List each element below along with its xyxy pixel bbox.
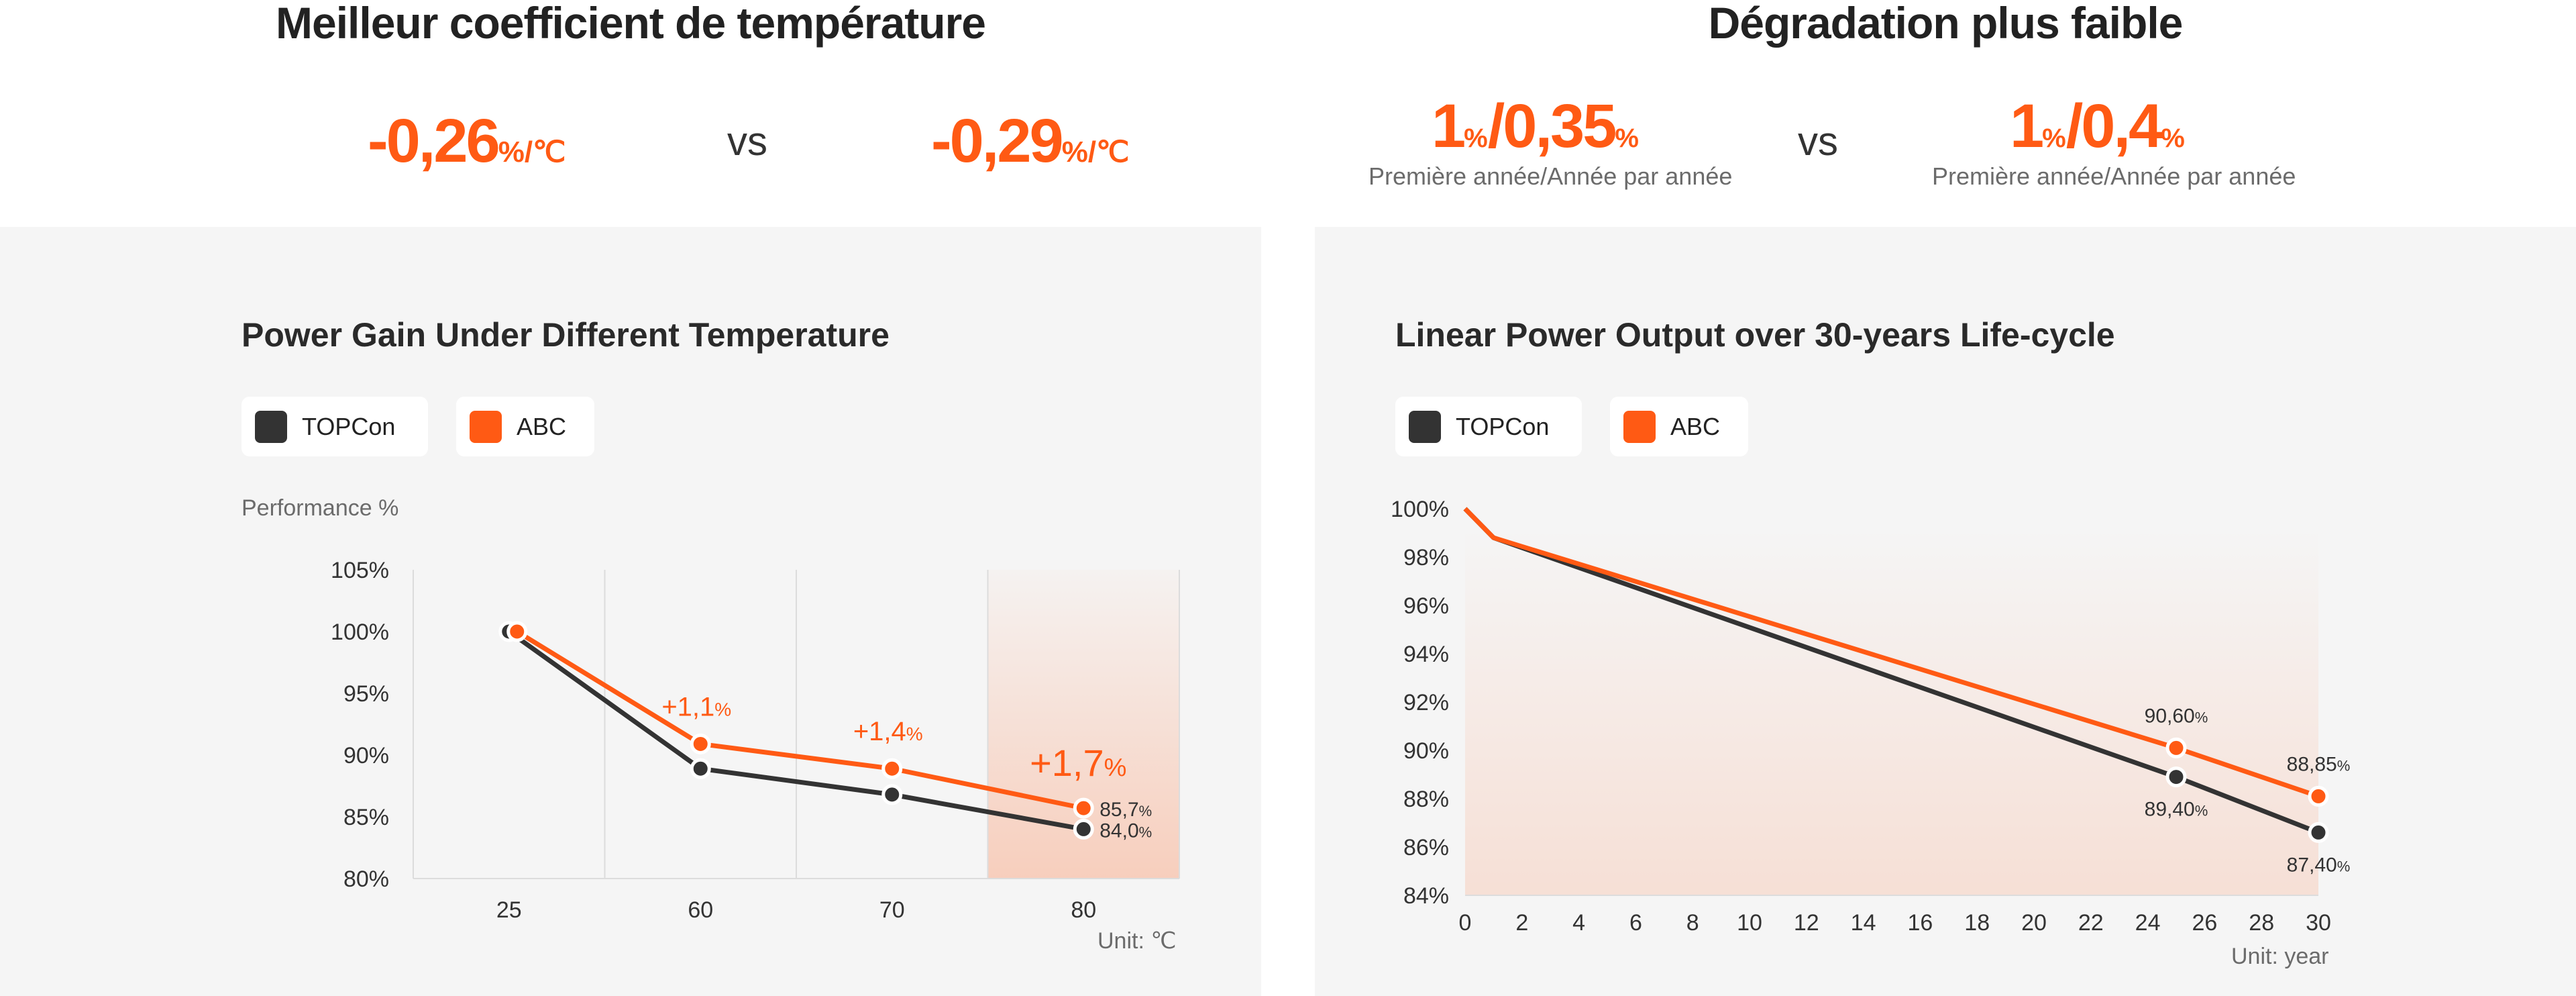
x-tick-label: 60 [688,897,713,923]
y-tick-label: 96% [1403,593,1449,619]
plot-gradient [1465,529,2318,895]
y-tick-label: 88% [1403,787,1449,812]
x-tick-label: 24 [2135,910,2161,936]
abc-end-label: 85,7% [1099,799,1152,821]
topcon-point [1073,818,1094,840]
x-tick-label: 2 [1515,910,1528,936]
y-tick-label: 90% [343,743,389,768]
legend-abc: ABC [456,397,594,456]
degradation-heading: Dégradation plus faible [1708,0,2184,48]
degradation-section: Dégradation plus faible 1%/0,35% Premièr… [1315,0,2576,996]
y-tick-label: 105% [331,558,389,583]
x-tick-label: 22 [2078,910,2104,936]
y-tick-label: 100% [331,619,389,645]
topcon-point [2165,766,2187,788]
legend-topcon-label: TOPCon [302,412,396,440]
x-tick-label: 25 [496,897,522,923]
abc-swatch [470,410,502,443]
topcon-series-line [507,630,1084,832]
x-tick-label: 28 [2249,910,2274,936]
y-tick-label: 94% [1403,642,1449,667]
y-tick-label: 80% [343,866,389,892]
topcon-end-label: 84,0% [1099,819,1152,842]
chart1-ylabel: Performance % [241,495,399,521]
y-tick-label: 85% [343,805,389,830]
chart2-unit: Unit: year [2231,944,2329,969]
topcon-temp-coefficient: -0,29%/℃ [931,107,1130,175]
degradation-vs: vs [1798,119,1838,164]
temperature-section: Meilleur coefficient de température -0,2… [0,0,1261,996]
x-tick-label: 14 [1851,910,1876,936]
abc-series-line [1463,507,2320,799]
topcon-point [881,784,903,805]
temperature-header: Meilleur coefficient de température -0,2… [0,0,1261,227]
abc-point [2308,785,2329,807]
abc-point-label: 88,85% [2287,753,2351,775]
y-tick-label: 92% [1403,690,1449,715]
y-tick-label: 95% [343,681,389,707]
x-tick-label: 20 [2021,910,2047,936]
chart1-unit: Unit: ℃ [1097,928,1177,954]
x-tick-label: 18 [1964,910,1990,936]
temperature-vs: vs [727,119,767,164]
legend-abc-2: ABC [1610,397,1748,456]
y-tick-label: 86% [1403,835,1449,860]
abc-series-line [515,630,1084,811]
topcon-point-label: 87,40% [2287,854,2351,876]
legend-topcon: TOPCon [241,397,428,456]
abc-point [1073,797,1094,819]
x-tick-label: 10 [1737,910,1762,936]
y-tick-label: 90% [1403,738,1449,764]
legend-topcon-label-2: TOPCon [1456,412,1550,440]
temperature-heading: Meilleur coefficient de température [276,0,986,48]
abc-degradation-value: 1%/0,35% [1432,92,1639,160]
topcon-point-label: 89,40% [2145,799,2208,821]
chart2-title: Linear Power Output over 30-years Life-c… [1395,316,2115,354]
x-tick-label: 0 [1459,910,1472,936]
y-tick-label: 84% [1403,883,1449,909]
abc-point [506,621,528,642]
x-tick-label: 6 [1629,910,1642,936]
x-tick-label: 70 [879,897,905,923]
topcon-degradation-sub: Première année/Année par année [1932,162,2296,190]
temperature-chart: 80% 85% 90% 95% 100% 105% 25 60 70 80 +1,1% +1,4% +1… [331,558,1180,923]
abc-point [690,733,711,754]
degradation-header: Dégradation plus faible 1%/0,35% Premièr… [1315,0,2576,227]
gain-label: +1,7% [1030,742,1126,784]
x-tick-label: 80 [1071,897,1096,923]
legend-topcon-2: TOPCon [1395,397,1582,456]
y-tick-label: 100% [1391,497,1449,522]
x-tick-label: 16 [1907,910,1933,936]
legend-abc-label: ABC [517,412,567,440]
abc-temp-coefficient: -0,26%/℃ [368,107,566,175]
topcon-swatch [255,410,287,443]
topcon-point [2308,821,2329,843]
topcon-swatch-2 [1409,410,1441,443]
abc-degradation-sub: Première année/Année par année [1368,162,1733,190]
abc-point [881,758,903,779]
legend-abc-label-2: ABC [1670,412,1721,440]
chart1-title: Power Gain Under Different Temperature [241,316,890,354]
abc-swatch-2 [1623,410,1656,443]
topcon-point [690,758,711,779]
abc-point [2165,737,2187,758]
x-tick-label: 26 [2192,910,2217,936]
x-tick-label: 8 [1686,910,1699,936]
gain-label: +1,1% [661,692,731,721]
topcon-degradation-value: 1%/0,4% [2010,92,2185,160]
x-tick-label: 12 [1794,910,1819,936]
x-tick-label: 4 [1572,910,1585,936]
abc-point-label: 90,60% [2145,705,2208,727]
y-tick-label: 98% [1403,545,1449,570]
degradation-chart: 84%86%88%90%92%94%96%98%100%0 2 4 6 8 10 12 14 1… [1391,497,2351,936]
x-tick-label: 30 [2306,910,2331,936]
gain-label: +1,4% [853,717,923,746]
